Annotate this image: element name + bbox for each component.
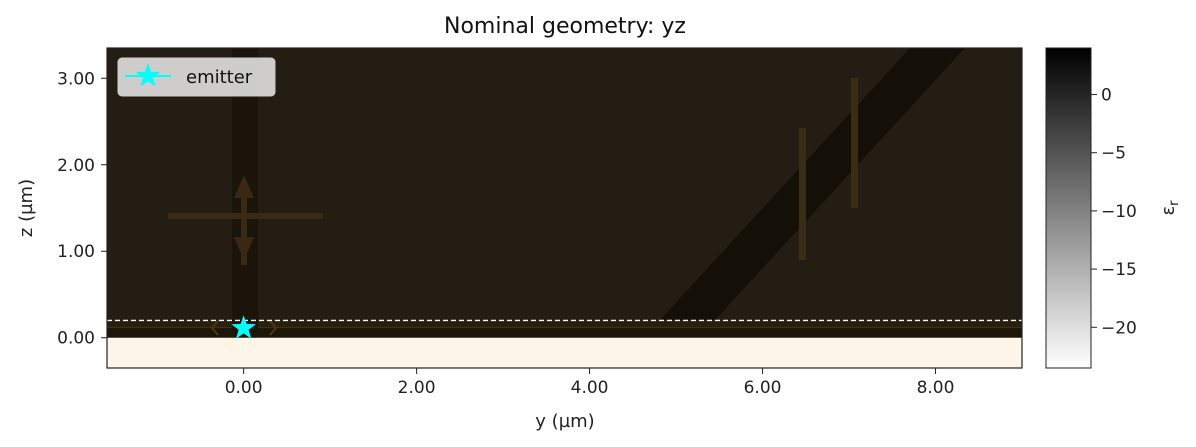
x-tick-label: 6.00: [744, 378, 782, 398]
colorbar-ticks: 0 −5 −10 −15 −20: [1091, 86, 1137, 338]
region-thin-film: [107, 320, 1022, 328]
x-tick-label: 8.00: [917, 378, 955, 398]
colorbar-label: εr: [1158, 200, 1182, 216]
plot-frame: [106, 47, 1023, 369]
side-bar-right: [851, 78, 858, 208]
colorbar-tick-label: −20: [1101, 318, 1137, 338]
x-axis-label: y (µm): [535, 411, 594, 432]
x-tick-label: 0.00: [225, 378, 263, 398]
side-bar-left: [799, 128, 806, 260]
chart-title: Nominal geometry: yz: [444, 14, 686, 39]
colorbar-tick-label: −10: [1101, 202, 1137, 222]
colorbar-tick-label: −5: [1101, 144, 1126, 164]
y-tick-label: 1.00: [57, 242, 95, 262]
y-tick-label: 0.00: [57, 329, 95, 349]
x-tick-label: 2.00: [398, 378, 436, 398]
legend-box: [117, 57, 276, 97]
region-interface-layer: [107, 327, 1022, 338]
colorbar-tick-label: 0: [1101, 86, 1112, 106]
region-substrate: [107, 337, 1022, 368]
legend-label: emitter: [186, 67, 253, 88]
arrow-down: [234, 237, 254, 260]
x-tick-label: 4.00: [571, 378, 609, 398]
legend-star-icon: [135, 63, 161, 87]
colorbar: 0 −5 −10 −15 −20 εr: [1045, 47, 1182, 369]
y-axis-label: z (µm): [16, 179, 37, 237]
legend: emitter: [117, 57, 276, 97]
y-tick-label: 2.00: [57, 156, 95, 176]
diagonal-strip: [660, 48, 965, 320]
colorbar-tick-label: −15: [1101, 260, 1137, 280]
colorbar-gradient: [1045, 47, 1092, 369]
arrow-up: [234, 175, 254, 198]
plot-area: [107, 48, 1022, 368]
vertical-bar: [241, 185, 247, 265]
structure-overlays: [168, 48, 965, 336]
y-axis-ticks: 0.00 1.00 2.00 3.00: [57, 69, 107, 349]
emitter-marker: [231, 315, 256, 339]
emitter-bracket: [210, 320, 278, 336]
y-tick-label: 3.00: [57, 69, 95, 89]
x-axis-ticks: 0.00 2.00 4.00 6.00 8.00: [225, 368, 955, 398]
